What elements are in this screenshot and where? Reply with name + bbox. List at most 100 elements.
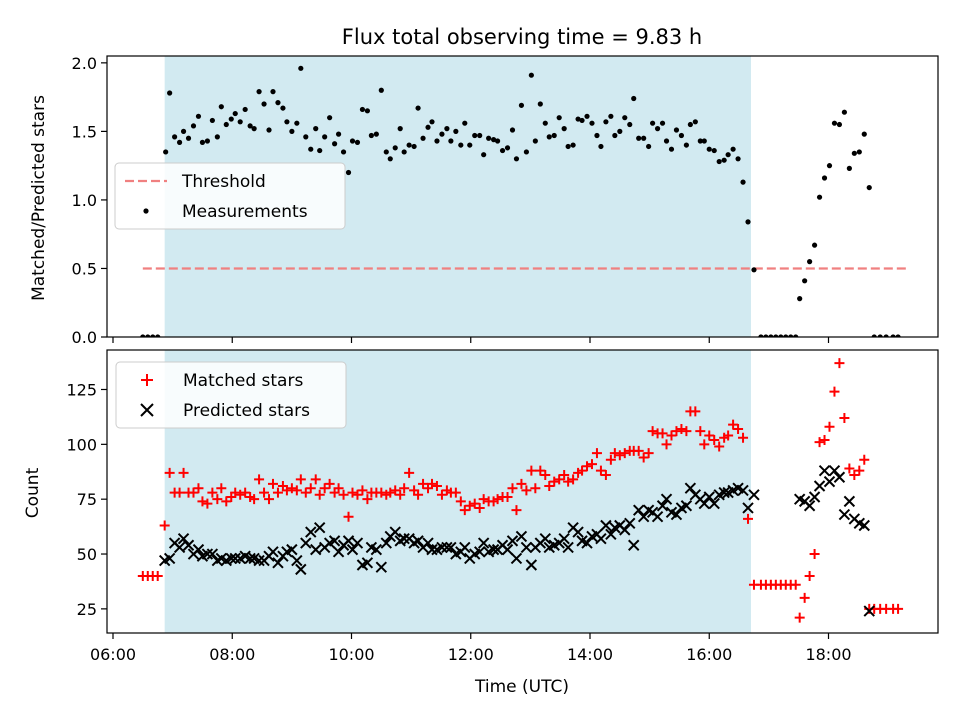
matched-star-point <box>469 498 480 509</box>
matched-star-point <box>516 478 527 489</box>
predicted-star-point <box>412 535 424 547</box>
measurement-point <box>641 135 647 141</box>
matched-star-point <box>638 452 649 463</box>
predicted-star-point <box>748 489 760 501</box>
measurement-point <box>594 132 600 139</box>
predicted-star-point <box>651 511 664 523</box>
measurement-point <box>646 143 652 150</box>
measurement-point <box>289 128 295 134</box>
predicted-star-point <box>680 500 693 512</box>
y-tick-label: 25 <box>77 600 97 619</box>
series-group <box>137 358 904 623</box>
matched-star-point <box>819 434 830 445</box>
measurement-point <box>491 137 497 143</box>
matched-star-point <box>235 489 246 500</box>
predicted-star-point <box>515 530 528 543</box>
measurement-point <box>697 138 703 144</box>
x-tick-label: 18:00 <box>805 645 851 664</box>
predicted-star-point <box>670 508 683 521</box>
matched-star-point <box>319 483 330 494</box>
measurement-point <box>877 334 883 337</box>
measurement-point <box>883 334 889 337</box>
measurement-point <box>528 72 534 78</box>
matched-star-point <box>399 483 410 494</box>
predicted-star-point <box>501 543 514 556</box>
predicted-star-point <box>422 537 434 549</box>
matched-star-point <box>474 502 485 513</box>
predicted-star-point <box>305 526 317 538</box>
predicted-star-point <box>229 552 241 565</box>
matched-star-point <box>436 489 447 500</box>
predicted-star-point <box>267 546 279 558</box>
predicted-star-point <box>823 475 836 488</box>
matched-star-point <box>661 439 672 450</box>
x-tick-label: 10:00 <box>328 645 374 664</box>
measurement-point <box>546 134 552 140</box>
measurement-point <box>345 169 352 176</box>
predicted-star-point <box>558 532 570 545</box>
matched-star-point <box>799 592 810 603</box>
matched-star-point <box>249 494 260 505</box>
measurement-point <box>332 141 338 147</box>
measurement-point <box>831 120 838 126</box>
measurement-point <box>730 146 736 152</box>
matched-star-point <box>666 430 677 441</box>
predicted-star-point <box>177 532 190 545</box>
predicted-star-point <box>525 559 538 571</box>
measurement-point <box>199 139 206 145</box>
measurement-point <box>807 259 813 265</box>
measurement-point <box>663 138 670 144</box>
measurement-point <box>758 334 764 337</box>
matched-star-point <box>193 483 204 494</box>
matched-star-point <box>733 423 744 434</box>
measurement-point <box>420 135 426 141</box>
measurement-point <box>354 139 361 145</box>
predicted-star-point <box>858 519 870 532</box>
measurement-point <box>429 119 435 125</box>
matched-star-point <box>478 494 489 505</box>
matched-star-point <box>291 485 302 496</box>
measurement-point <box>861 131 867 137</box>
predicted-star-point <box>510 552 523 565</box>
predicted-star-point <box>828 464 841 477</box>
measurement-point <box>551 132 557 139</box>
matched-star-point <box>197 496 208 507</box>
matched-star-point <box>595 465 606 476</box>
x-tick-label: 08:00 <box>209 645 255 664</box>
measurement-point <box>797 296 803 302</box>
measurement-point <box>275 100 281 106</box>
predicted-star-point <box>473 546 486 558</box>
matched-star-point <box>230 487 241 498</box>
measurement-point <box>397 126 403 132</box>
measurement-point <box>821 175 828 181</box>
measurement-point <box>603 119 609 125</box>
matched-star-point <box>559 470 570 481</box>
legend-measurement-swatch <box>143 208 149 214</box>
measurement-point <box>359 106 366 113</box>
measurement-point <box>556 115 562 121</box>
y-tick-label: 0.0 <box>72 328 97 347</box>
predicted-star-point <box>600 519 612 532</box>
matched-star-point <box>699 439 710 450</box>
predicted-star-point <box>628 539 640 551</box>
measurement-point <box>481 152 487 158</box>
matched-star-point <box>709 434 720 445</box>
measurement-point <box>434 138 440 144</box>
matched-star-point <box>352 489 363 500</box>
matched-star-point <box>459 505 470 516</box>
predicted-star-point <box>487 543 500 556</box>
matched-star-point <box>511 505 522 516</box>
matched-star-point <box>343 511 354 522</box>
measurement-point <box>247 123 253 129</box>
matched-star-point <box>314 489 325 500</box>
predicted-star-point <box>684 482 697 494</box>
matched-star-point <box>178 467 189 478</box>
matched-star-point <box>324 478 335 489</box>
matched-star-point <box>286 483 297 494</box>
predicted-star-point <box>737 484 749 497</box>
measurement-point <box>204 138 211 144</box>
matched-star-point <box>530 483 541 494</box>
measurement-point <box>298 65 304 71</box>
predicted-star-point <box>313 521 326 534</box>
legend-label: Measurements <box>182 202 308 222</box>
